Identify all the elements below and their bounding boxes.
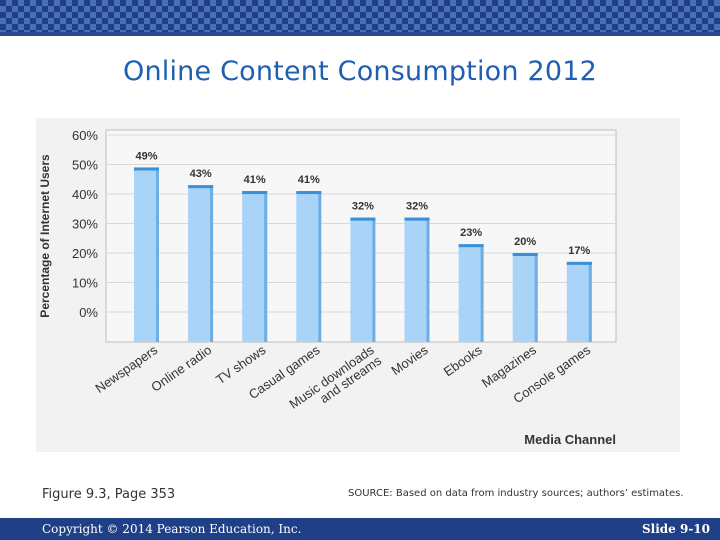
- bar-side-edge: [264, 191, 268, 342]
- bar: [566, 261, 592, 342]
- y-tick-label: 60%: [72, 128, 98, 143]
- bar-side-edge: [534, 253, 538, 342]
- bar-side-edge: [156, 167, 159, 342]
- data-label: 32%: [352, 201, 374, 213]
- footer-bar: Copyright © 2014 Pearson Education, Inc.…: [0, 518, 720, 540]
- data-label: 43%: [190, 168, 212, 180]
- figure-caption: Figure 9.3, Page 353: [42, 487, 176, 502]
- chart-panel: 0% 10% 20% 30% 40% 50% 60% 49% 43% 41% 41% 32% 32% 23…: [36, 118, 680, 452]
- y-tick-label: 10%: [72, 276, 98, 291]
- bar-top-edge: [512, 253, 538, 256]
- y-axis-label: Percentage of Internet Users: [38, 154, 52, 318]
- y-tick-label: 50%: [72, 158, 98, 173]
- x-tick-label-line: Movies: [388, 342, 431, 378]
- bar: [350, 217, 376, 342]
- bar-top-edge: [404, 217, 430, 221]
- slide-title: Online Content Consumption 2012: [123, 56, 597, 87]
- x-axis-label: Media Channel: [524, 432, 616, 447]
- bar: [458, 244, 484, 342]
- bar: [296, 191, 322, 342]
- x-tick-label-line: Newspapers: [92, 342, 160, 396]
- copyright-text: Copyright © 2014 Pearson Education, Inc.: [42, 522, 302, 536]
- x-tick-label-line: Ebooks: [441, 342, 486, 379]
- header-band: [0, 0, 720, 36]
- bar-top-edge: [566, 261, 592, 265]
- slide-number: Slide 9-10: [641, 522, 710, 536]
- y-tick-label: 40%: [72, 187, 98, 202]
- data-label: 17%: [568, 245, 590, 257]
- bar-side-edge: [318, 191, 322, 342]
- bar: [134, 167, 159, 342]
- bar: [188, 185, 214, 342]
- bar-side-edge: [426, 217, 430, 342]
- data-label: 49%: [135, 150, 157, 162]
- bar-top-edge: [296, 191, 322, 195]
- bar: [242, 191, 268, 342]
- y-tick-label: 20%: [72, 246, 98, 261]
- y-tick-label: 0%: [79, 305, 98, 320]
- y-tick-label: 30%: [72, 217, 98, 232]
- data-label: 23%: [460, 227, 482, 239]
- bar-side-edge: [588, 261, 592, 342]
- bar-top-edge: [458, 244, 484, 248]
- data-label: 41%: [298, 174, 320, 186]
- data-label: 32%: [406, 201, 428, 213]
- bar-side-edge: [210, 185, 214, 342]
- source-note: SOURCE: Based on data from industry sour…: [348, 488, 684, 499]
- bar-top-edge: [134, 167, 159, 171]
- x-tick-label: Online radio: [148, 342, 214, 395]
- data-label: 20%: [514, 236, 536, 248]
- bar-side-edge: [372, 217, 376, 342]
- bar-top-edge: [188, 185, 214, 189]
- bar-side-edge: [480, 244, 484, 342]
- bar-top-edge: [350, 217, 376, 221]
- x-tick-label-line: Online radio: [148, 342, 214, 395]
- bar-chart: 0% 10% 20% 30% 40% 50% 60% 49% 43% 41% 41% 32% 32% 23…: [38, 128, 617, 447]
- bar: [404, 217, 430, 342]
- x-tick-label: Newspapers: [92, 342, 160, 396]
- x-tick-label: Movies: [388, 342, 431, 378]
- data-label: 41%: [244, 174, 266, 186]
- bar: [512, 253, 538, 342]
- bar-top-edge: [242, 191, 268, 195]
- x-tick-label: Ebooks: [441, 342, 486, 379]
